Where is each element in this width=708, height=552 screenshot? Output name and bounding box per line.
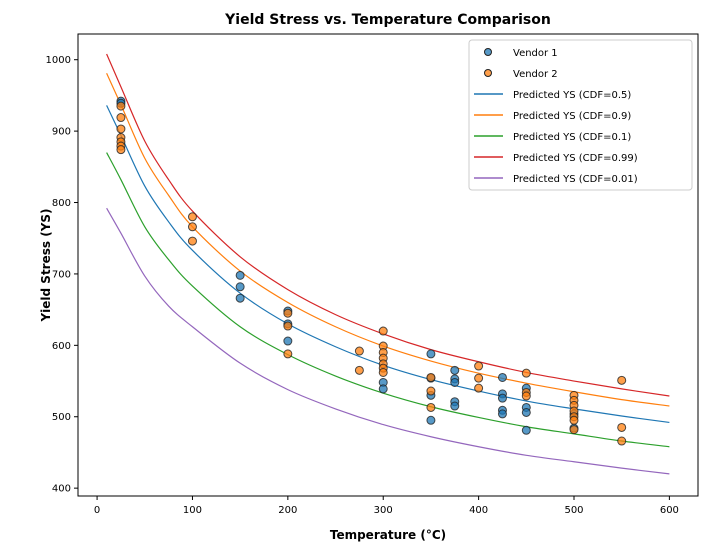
point-vendor-2 — [354, 346, 364, 356]
plot-lines — [106, 53, 670, 475]
point-vendor-1 — [497, 393, 507, 403]
point-vendor-2 — [187, 212, 197, 222]
legend-label-predicted-ys-cdf-0-99: Predicted YS (CDF=0.99) — [513, 153, 638, 164]
y-tick-label: 900 — [52, 127, 71, 138]
legend: Vendor 1 Vendor 2 Predicted YS (CDF=0.5) Pr… — [468, 39, 693, 191]
point-vendor-1 — [450, 401, 460, 411]
point-vendor-2 — [617, 375, 627, 385]
x-tick-label: 500 — [564, 505, 583, 516]
point-vendor-2 — [426, 372, 436, 382]
line-predicted-ys-cdf-0-1 — [106, 152, 670, 448]
x-tick-label: 400 — [469, 505, 488, 516]
point-vendor-2 — [187, 222, 197, 232]
y-tick-label: 700 — [52, 269, 71, 280]
point-vendor-2 — [474, 361, 484, 371]
line-predicted-ys-cdf-0-5 — [106, 105, 670, 424]
point-vendor-2 — [116, 145, 126, 155]
legend-label-predicted-ys-cdf-0-9: Predicted YS (CDF=0.9) — [513, 111, 631, 122]
point-vendor-2 — [283, 321, 293, 331]
point-vendor-2 — [474, 383, 484, 393]
legend-label-vendor-2: Vendor 2 — [513, 69, 558, 80]
point-vendor-2 — [521, 391, 531, 401]
y-tick-label: 600 — [52, 341, 71, 352]
point-vendor-2 — [617, 422, 627, 432]
point-vendor-2 — [426, 386, 436, 396]
legend-label-predicted-ys-cdf-0-5: Predicted YS (CDF=0.5) — [513, 90, 631, 101]
x-tick-label: 200 — [278, 505, 297, 516]
y-tick-label: 1000 — [46, 55, 71, 66]
x-axis: 0 100 200 300 400 500 600 — [94, 496, 679, 516]
point-vendor-1 — [497, 409, 507, 419]
point-vendor-2 — [617, 436, 627, 446]
point-vendor-2 — [116, 101, 126, 111]
point-vendor-1 — [378, 384, 388, 394]
x-tick-label: 600 — [660, 505, 679, 516]
point-vendor-2 — [426, 402, 436, 412]
y-tick-label: 400 — [52, 484, 71, 495]
line-predicted-ys-cdf-0-9 — [106, 73, 670, 407]
chart-title: Yield Stress vs. Temperature Comparison — [224, 12, 551, 28]
point-vendor-1 — [426, 415, 436, 425]
point-vendor-2 — [378, 326, 388, 336]
point-vendor-2 — [569, 425, 579, 435]
point-vendor-2 — [283, 349, 293, 359]
point-vendor-2 — [521, 368, 531, 378]
point-vendor-2 — [187, 236, 197, 246]
point-vendor-2 — [116, 124, 126, 134]
point-vendor-1 — [521, 425, 531, 435]
point-vendor-1 — [450, 377, 460, 387]
line-predicted-ys-cdf-0-99 — [106, 53, 670, 397]
point-vendor-2 — [116, 113, 126, 123]
legend-label-vendor-1: Vendor 1 — [513, 48, 558, 59]
point-vendor-1 — [235, 293, 245, 303]
point-vendor-2 — [354, 365, 364, 375]
x-tick-label: 300 — [374, 505, 393, 516]
legend-marker-vendor-2 — [484, 69, 492, 77]
legend-label-predicted-ys-cdf-0-1: Predicted YS (CDF=0.1) — [513, 132, 631, 143]
point-vendor-1 — [235, 282, 245, 292]
point-vendor-2 — [378, 367, 388, 377]
y-tick-label: 500 — [52, 412, 71, 423]
legend-label-predicted-ys-cdf-0-01: Predicted YS (CDF=0.01) — [513, 174, 638, 185]
point-vendor-1 — [450, 365, 460, 375]
legend-marker-vendor-1 — [484, 48, 492, 56]
x-tick-label: 100 — [183, 505, 202, 516]
x-axis-label: Temperature (°C) — [330, 528, 446, 542]
point-vendor-1 — [521, 407, 531, 417]
line-predicted-ys-cdf-0-01 — [106, 207, 670, 475]
plot-points — [116, 96, 627, 446]
point-vendor-1 — [426, 349, 436, 359]
y-tick-label: 800 — [52, 198, 71, 209]
y-axis-label: Yield Stress (YS) — [39, 208, 53, 322]
x-tick-label: 0 — [94, 505, 100, 516]
point-vendor-1 — [497, 372, 507, 382]
point-vendor-2 — [283, 308, 293, 318]
y-axis: 400 500 600 700 800 900 1000 — [46, 55, 78, 495]
point-vendor-1 — [235, 270, 245, 280]
point-vendor-2 — [569, 415, 579, 425]
plot-frame — [77, 33, 699, 497]
point-vendor-1 — [283, 336, 293, 346]
legend-box — [468, 39, 693, 191]
point-vendor-2 — [474, 373, 484, 383]
